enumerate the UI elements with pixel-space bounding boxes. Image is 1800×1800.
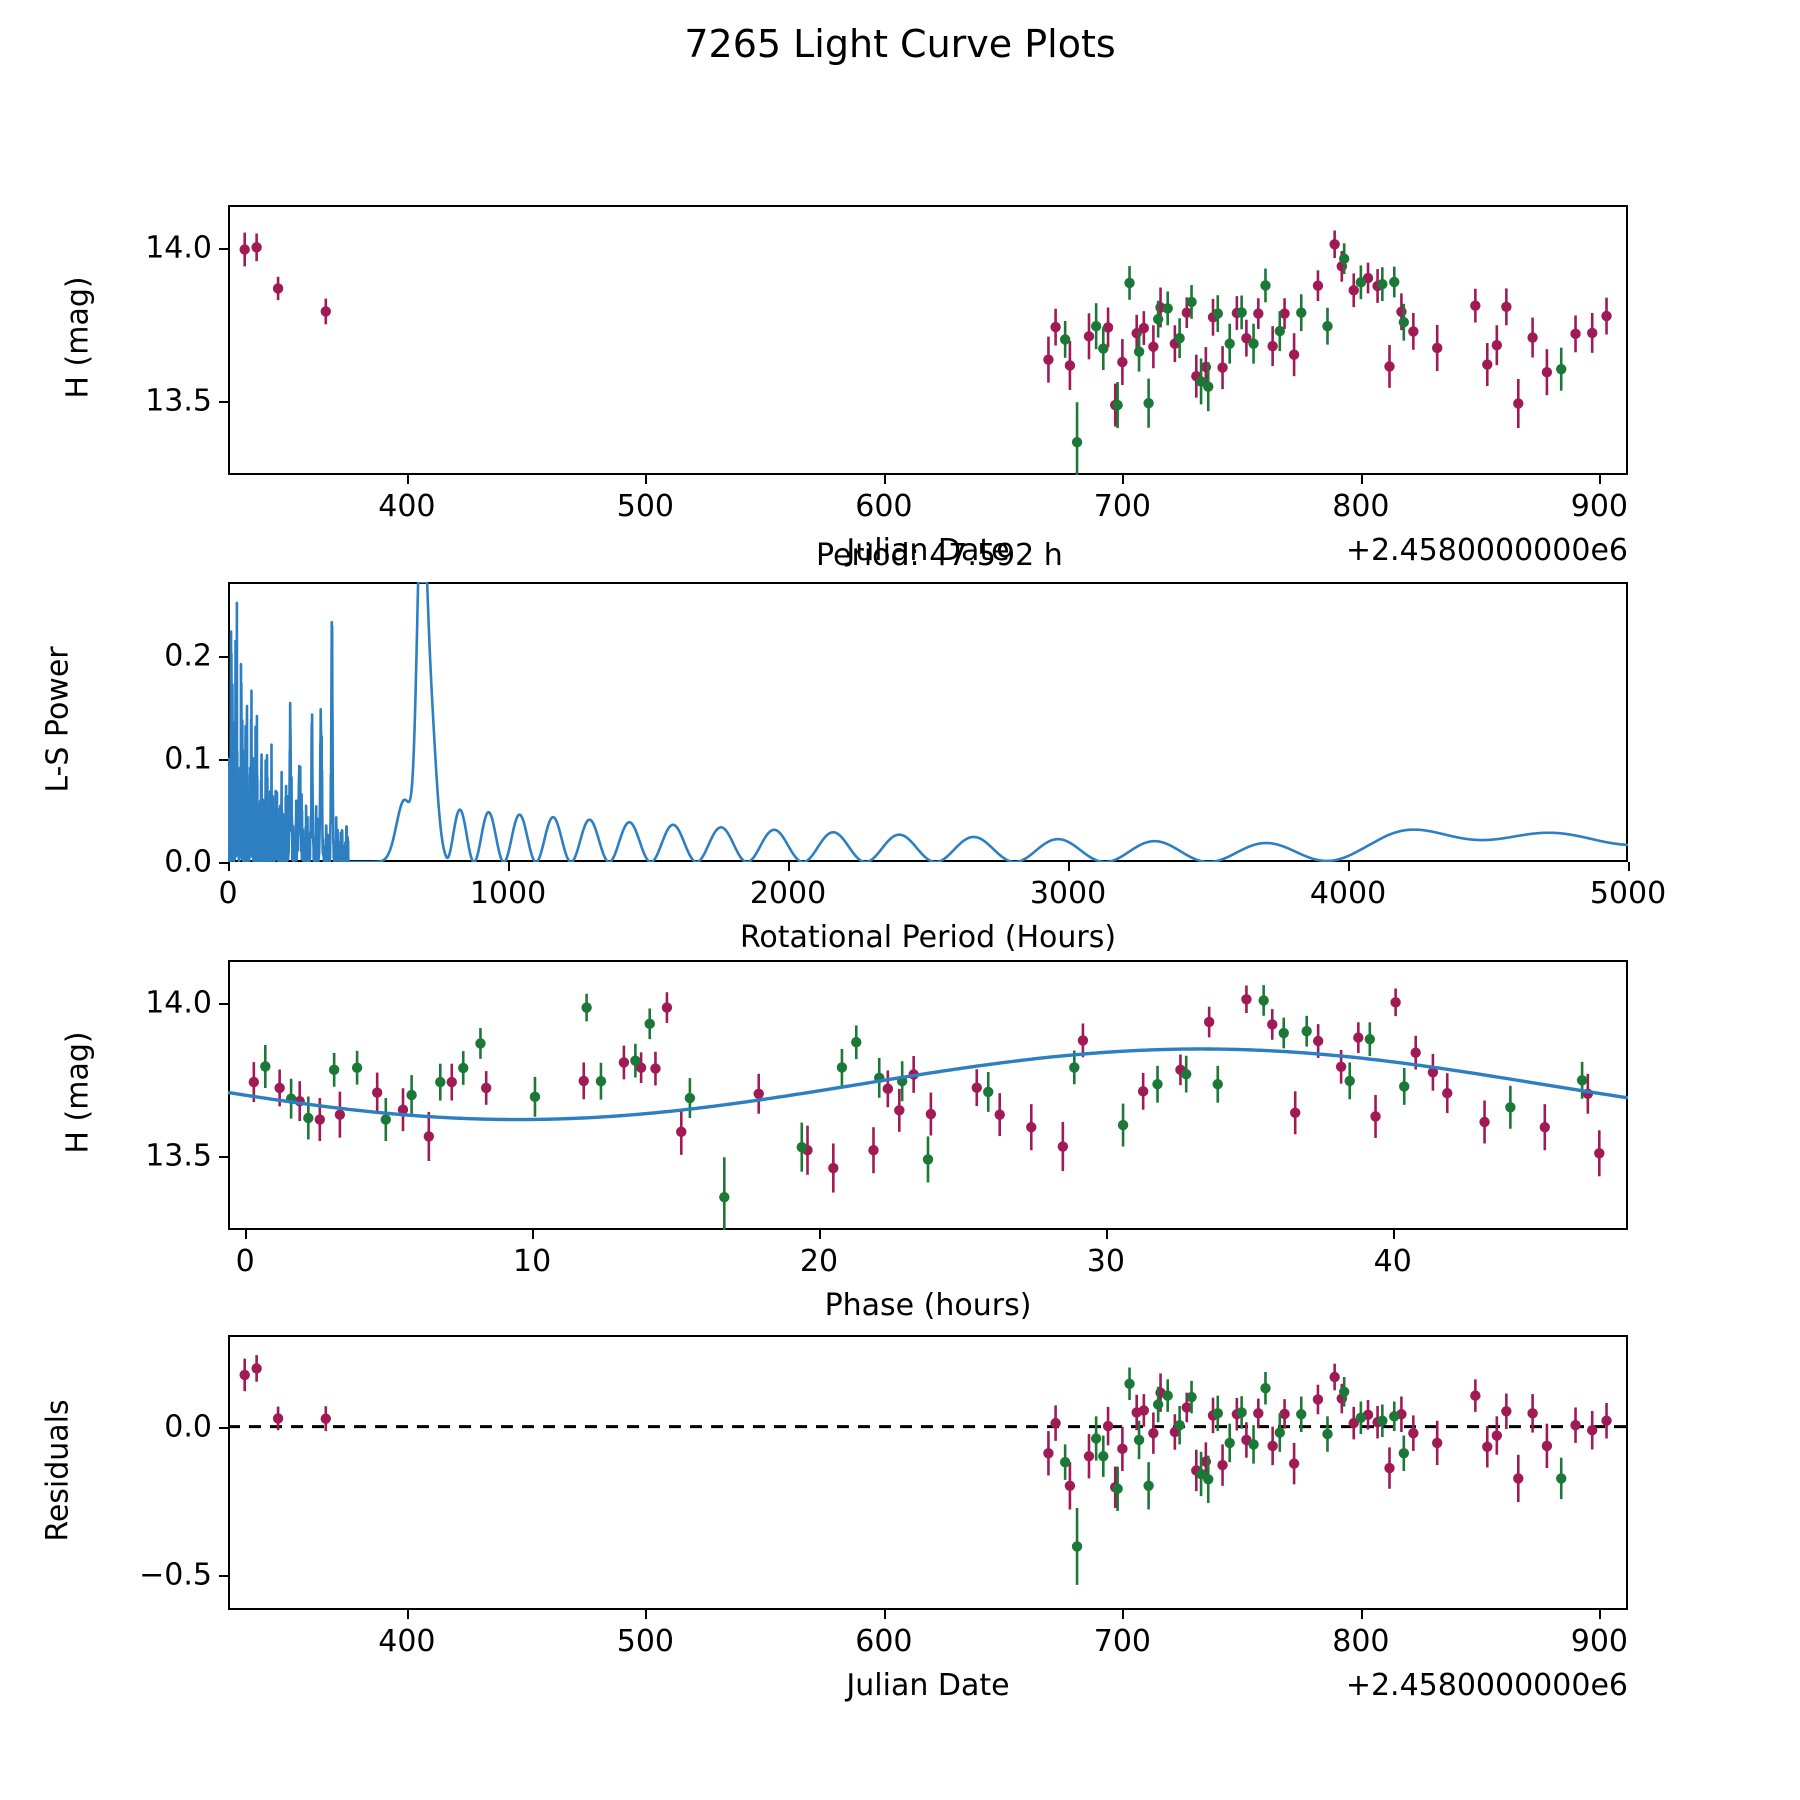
periodogram-xtick-label-3: 3000 [1029,876,1107,911]
residuals-xtick-mark-5 [1599,1610,1602,1619]
phase-folded-xtick-label-4: 40 [1373,1244,1412,1279]
residuals-xtick-label-4: 800 [1332,1624,1390,1659]
periodogram-xtick-label-4: 4000 [1309,876,1387,911]
light-curve-xtick-label-2: 600 [855,489,913,524]
figure-title: 7265 Light Curve Plots [684,22,1116,66]
phase-folded-model-curve [228,1047,1628,1122]
panel-light-curve [228,205,1628,475]
light-curve-xtick-label-1: 500 [616,489,675,524]
periodogram-xtick-label-2: 2000 [749,876,827,911]
phase-folded-ytick-mark-0 [219,1002,228,1005]
light-curve-xtick-label-4: 800 [1332,489,1390,524]
phase-folded-series-magenta [248,985,1605,1193]
period-annotation: Period: 47.592 h [816,538,1063,573]
periodogram-ytick-mark-2 [219,656,228,659]
light-curve-xtick-mark-4 [1360,475,1363,484]
periodogram-ytick-mark-0 [219,862,228,864]
residuals-xtick-label-2: 600 [855,1624,913,1659]
periodogram-xtick-mark-2 [788,862,790,871]
residuals-y-axis-label: Residuals [40,1398,76,1542]
panel-periodogram [228,582,1628,862]
light-curve-series-magenta [239,230,1612,429]
residuals-ytick-mark-0 [219,1426,228,1429]
light-curve-xtick-mark-1 [645,475,648,484]
phase-folded-series-green [260,985,1588,1230]
periodogram-xtick-mark-1 [508,862,510,871]
residuals-xtick-label-5: 900 [1570,1624,1629,1659]
light-curve-xtick-mark-3 [1122,475,1125,484]
light-curve-series-green [1059,243,1567,475]
residuals-xtick-label-3: 700 [1093,1624,1152,1659]
light-curve-x-axis-label: Julian Date [846,533,1010,568]
light-curve-xtick-label-5: 900 [1570,489,1629,524]
light-curve-ytick-label-0: 14.0 [145,230,212,266]
phase-folded-xtick-label-1: 10 [513,1244,552,1279]
light-curve-xtick-label-3: 700 [1093,489,1152,524]
phase-folded-xtick-label-0: 0 [235,1244,255,1279]
residuals-ytick-mark-1 [219,1574,228,1577]
periodogram-xtick-label-1: 1000 [469,876,547,911]
residuals-ytick-label-0: 0.0 [164,1409,212,1445]
phase-folded-xtick-label-3: 30 [1086,1244,1125,1279]
panel-residuals [228,1335,1628,1610]
phase-folded-xtick-mark-4 [1392,1230,1395,1239]
residuals-x-axis-label: Julian Date [846,1668,1010,1703]
light-curve-xtick-mark-2 [883,475,886,484]
light-curve-xtick-mark-5 [1599,475,1602,484]
phase-folded-ytick-label-1: 13.5 [145,1138,212,1174]
periodogram-ytick-label-1: 0.1 [164,741,212,777]
periodogram-xtick-mark-5 [1628,862,1630,871]
phase-folded-xtick-mark-1 [532,1230,535,1239]
residuals-xtick-mark-3 [1122,1610,1125,1619]
phase-folded-xtick-mark-2 [818,1230,821,1239]
light-curve-xtick-label-0: 400 [378,489,436,524]
residuals-xtick-mark-0 [406,1610,409,1619]
light-curve-ytick-mark-0 [219,247,228,250]
residuals-series-magenta [239,1355,1612,1510]
periodogram-xtick-mark-4 [1348,862,1350,871]
periodogram-line [228,582,1628,862]
residuals-series-green [1059,1367,1567,1585]
residuals-x-offset-text: +2.4580000000e6 [1345,1668,1628,1703]
residuals-ytick-label-1: −0.5 [139,1557,212,1593]
periodogram-ytick-mark-1 [219,759,228,762]
periodogram-xtick-mark-0 [228,862,230,871]
phase-folded-xtick-mark-3 [1105,1230,1108,1239]
periodogram-ytick-label-0: 0.0 [164,844,212,880]
residuals-xtick-mark-4 [1360,1610,1363,1619]
light-curve-ytick-mark-1 [219,401,228,404]
periodogram-xtick-mark-3 [1068,862,1070,871]
residuals-xtick-mark-2 [883,1610,886,1619]
residuals-xtick-label-1: 500 [616,1624,675,1659]
light-curve-xtick-mark-0 [406,475,409,484]
residuals-xtick-mark-1 [645,1610,648,1619]
periodogram-xtick-label-0: 0 [218,876,238,911]
periodogram-x-axis-label: Rotational Period (Hours) [739,920,1117,955]
phase-folded-xtick-mark-0 [245,1230,248,1239]
light-curve-ytick-label-1: 13.5 [145,383,212,419]
light-curve-x-offset-text: +2.4580000000e6 [1345,533,1628,568]
periodogram-xtick-label-5: 5000 [1589,876,1667,911]
phase-folded-ytick-label-0: 14.0 [145,985,212,1021]
periodogram-ytick-label-2: 0.2 [164,638,212,674]
residuals-xtick-label-0: 400 [378,1624,436,1659]
phase-x-axis-label: Phase (hours) [824,1288,1032,1323]
phase-folded-xtick-label-2: 20 [799,1244,839,1279]
phase-folded-ytick-mark-1 [219,1156,228,1159]
